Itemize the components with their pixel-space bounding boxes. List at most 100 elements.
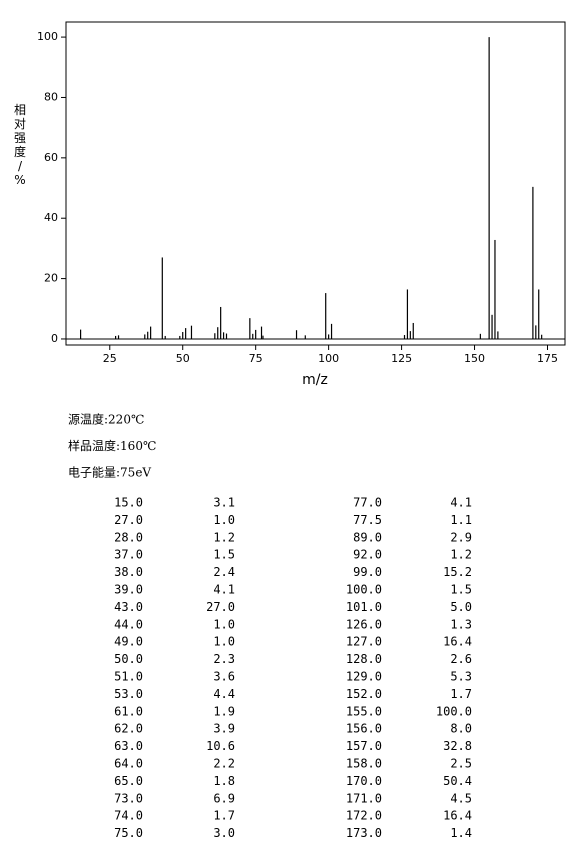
table-cell: 1.9	[213, 704, 235, 718]
x-tick-label: 50	[176, 352, 190, 365]
table-cell: 99.0	[353, 565, 382, 579]
table-cell: 15.2	[443, 565, 472, 579]
table-cell: 73.0	[114, 791, 143, 805]
table-cell: 4.4	[213, 687, 235, 701]
table-cell: 16.4	[443, 635, 472, 649]
info-line: 电子能量:75eV	[68, 466, 151, 480]
table-cell: 1.8	[213, 774, 235, 788]
table-cell: 1.3	[450, 617, 472, 631]
table-cell: 1.0	[213, 513, 235, 527]
table-cell: 1.7	[450, 687, 472, 701]
table-cell: 127.0	[346, 635, 382, 649]
table-cell: 170.0	[346, 774, 382, 788]
y-tick-label: 20	[44, 272, 58, 285]
table-cell: 38.0	[114, 565, 143, 579]
table-cell: 51.0	[114, 670, 143, 684]
x-tick-label: 75	[249, 352, 263, 365]
table-cell: 4.1	[213, 583, 235, 597]
table-cell: 3.0	[213, 826, 235, 840]
table-cell: 158.0	[346, 757, 382, 771]
table-cell: 62.0	[114, 722, 143, 736]
table-cell: 2.2	[213, 757, 235, 771]
y-tick-label: 0	[51, 332, 58, 345]
table-cell: 3.6	[213, 670, 235, 684]
y-tick-label: 40	[44, 211, 58, 224]
table-cell: 155.0	[346, 704, 382, 718]
table-cell: 156.0	[346, 722, 382, 736]
table-cell: 4.1	[450, 496, 472, 510]
table-cell: 100.0	[436, 704, 472, 718]
table-cell: 2.4	[213, 565, 235, 579]
table-cell: 15.0	[114, 496, 143, 510]
table-cell: 1.0	[213, 617, 235, 631]
y-tick-label: 80	[44, 90, 58, 103]
table-cell: 1.2	[450, 548, 472, 562]
table-cell: 64.0	[114, 757, 143, 771]
table-cell: 1.5	[450, 583, 472, 597]
table-cell: 2.5	[450, 757, 472, 771]
table-cell: 53.0	[114, 687, 143, 701]
table-cell: 39.0	[114, 583, 143, 597]
x-tick-label: 25	[103, 352, 117, 365]
table-cell: 3.1	[213, 496, 235, 510]
info-line: 源温度:220℃	[68, 412, 144, 427]
table-cell: 100.0	[346, 583, 382, 597]
table-cell: 8.0	[450, 722, 472, 736]
table-cell: 1.7	[213, 809, 235, 823]
x-axis-label: m/z	[302, 372, 328, 388]
table-cell: 1.0	[213, 635, 235, 649]
table-cell: 157.0	[346, 739, 382, 753]
table-cell: 1.4	[450, 826, 472, 840]
x-tick-label: 150	[464, 352, 485, 365]
y-tick-label: 60	[44, 151, 58, 164]
table-cell: 172.0	[346, 809, 382, 823]
table-cell: 74.0	[114, 809, 143, 823]
plot-frame	[65, 21, 566, 346]
info-line: 样品温度:160℃	[68, 438, 156, 453]
table-cell: 37.0	[114, 548, 143, 562]
table-cell: 5.3	[450, 670, 472, 684]
x-tick-label: 175	[537, 352, 558, 365]
y-axis-label: 相对强度/%	[14, 103, 26, 187]
table-cell: 16.4	[443, 809, 472, 823]
table-cell: 4.5	[450, 791, 472, 805]
table-cell: 101.0	[346, 600, 382, 614]
table-cell: 44.0	[114, 617, 143, 631]
table-cell: 6.9	[213, 791, 235, 805]
table-cell: 173.0	[346, 826, 382, 840]
table-cell: 5.0	[450, 600, 472, 614]
table-cell: 128.0	[346, 652, 382, 666]
table-cell: 129.0	[346, 670, 382, 684]
table-cell: 126.0	[346, 617, 382, 631]
table-cell: 10.6	[206, 739, 235, 753]
x-tick-label: 100	[318, 352, 339, 365]
table-cell: 63.0	[114, 739, 143, 753]
table-cell: 28.0	[114, 530, 143, 544]
table-cell: 50.4	[443, 774, 472, 788]
table-cell: 1.2	[213, 530, 235, 544]
table-cell: 65.0	[114, 774, 143, 788]
table-cell: 2.6	[450, 652, 472, 666]
table-cell: 43.0	[114, 600, 143, 614]
x-tick-label: 125	[391, 352, 412, 365]
table-cell: 2.9	[450, 530, 472, 544]
table-cell: 171.0	[346, 791, 382, 805]
table-cell: 3.9	[213, 722, 235, 736]
table-cell: 27.0	[206, 600, 235, 614]
table-cell: 50.0	[114, 652, 143, 666]
table-cell: 2.3	[213, 652, 235, 666]
table-cell: 77.0	[353, 496, 382, 510]
table-cell: 32.8	[443, 739, 472, 753]
table-cell: 89.0	[353, 530, 382, 544]
table-cell: 152.0	[346, 687, 382, 701]
y-tick-label: 100	[37, 30, 58, 43]
table-cell: 1.1	[450, 513, 472, 527]
table-cell: 75.0	[114, 826, 143, 840]
table-cell: 1.5	[213, 548, 235, 562]
table-cell: 92.0	[353, 548, 382, 562]
table-cell: 77.5	[353, 513, 382, 527]
table-cell: 49.0	[114, 635, 143, 649]
table-cell: 61.0	[114, 704, 143, 718]
